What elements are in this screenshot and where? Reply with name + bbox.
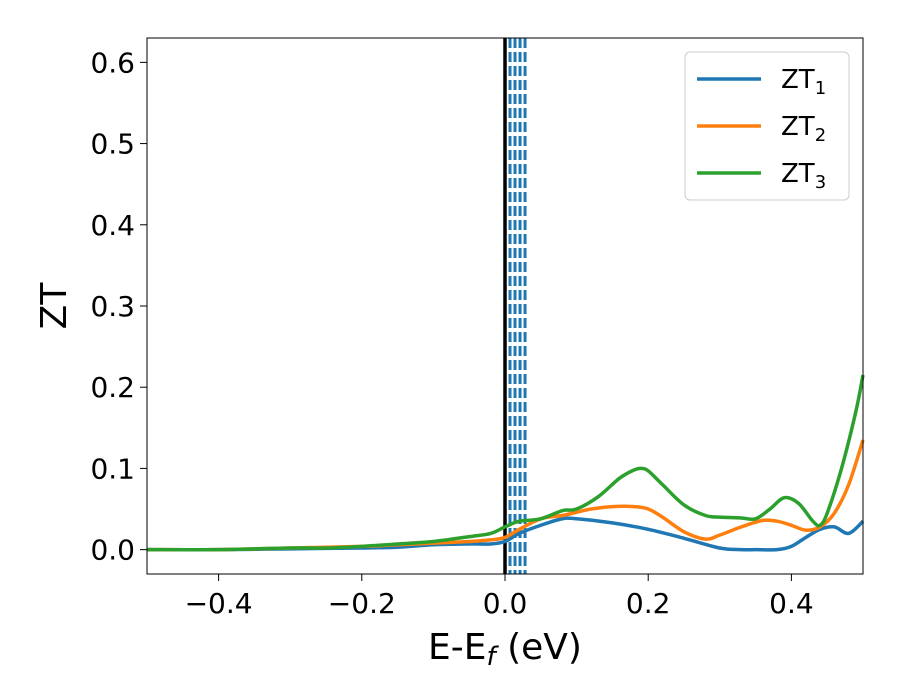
x-axis-title: E-Ef (eV) [428,627,582,672]
x-tick-label: 0.2 [626,587,671,620]
x-tick-label: 0.0 [483,587,528,620]
x-tick-label: 0.4 [769,587,814,620]
legend: ZT1 ZT2 ZT3 [684,51,850,201]
series-lines [146,374,865,552]
x-tick-label: −0.4 [185,587,253,620]
y-tick-label: 0.5 [90,128,135,161]
reference-lines [503,38,527,574]
legend-box [684,51,850,201]
y-tick-label: 0.0 [90,534,135,567]
x-tick-label: −0.2 [328,587,396,620]
legend-label-zt1: ZT1 [781,65,826,99]
x-axis: −0.4 −0.2 0.0 0.2 0.4 [185,574,814,620]
y-tick-label: 0.1 [90,452,135,485]
legend-label-zt2: ZT2 [781,112,826,146]
y-axis: 0.0 0.1 0.2 0.3 0.4 0.5 0.6 [90,46,147,567]
y-tick-label: 0.2 [90,371,135,404]
y-tick-label: 0.6 [90,46,135,79]
y-tick-label: 0.4 [90,209,135,242]
y-axis-title: ZT [34,282,75,330]
legend-label-zt3: ZT3 [781,159,826,193]
series-line-zt3 [146,374,865,552]
y-tick-label: 0.3 [90,290,135,323]
series-line-zt1 [146,516,865,552]
